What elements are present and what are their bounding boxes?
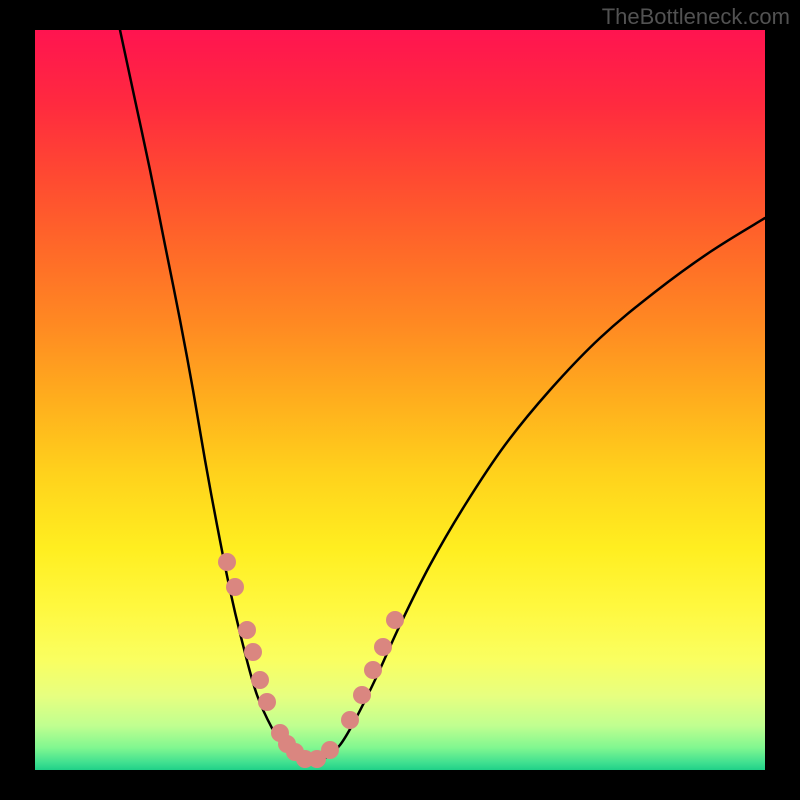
data-marker (226, 578, 244, 596)
curve-path (120, 30, 765, 763)
data-marker (374, 638, 392, 656)
data-marker (386, 611, 404, 629)
data-marker (353, 686, 371, 704)
plot-area (35, 30, 765, 770)
data-marker (238, 621, 256, 639)
data-marker (251, 671, 269, 689)
data-marker (364, 661, 382, 679)
data-marker (321, 741, 339, 759)
data-marker (341, 711, 359, 729)
bottleneck-curve (35, 30, 765, 770)
data-marker (258, 693, 276, 711)
chart-container: TheBottleneck.com (0, 0, 800, 800)
data-marker (244, 643, 262, 661)
data-marker (218, 553, 236, 571)
watermark-text: TheBottleneck.com (602, 4, 790, 30)
